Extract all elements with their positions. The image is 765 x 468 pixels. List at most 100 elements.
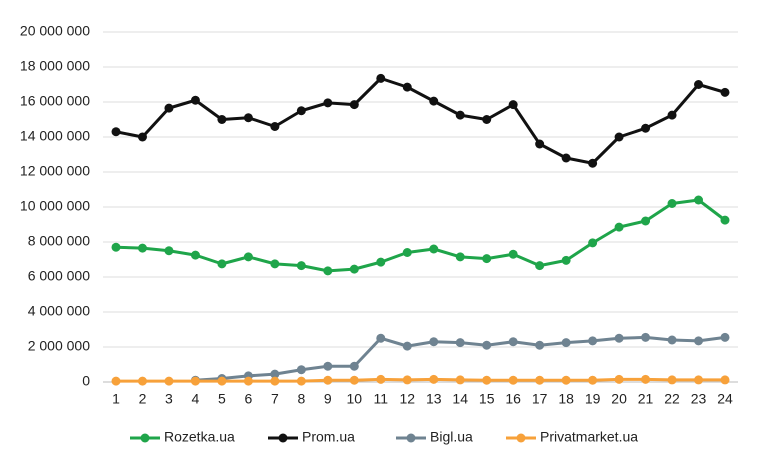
y-tick-label: 16 000 000: [20, 93, 90, 109]
x-tick-label: 12: [399, 391, 415, 407]
data-point: [243, 252, 253, 262]
legend-label: Prom.ua: [302, 429, 355, 445]
x-tick-label: 4: [192, 391, 200, 407]
x-tick-label: 9: [324, 391, 332, 407]
data-point: [402, 248, 412, 257]
data-point: [588, 158, 598, 168]
legend-swatch: [516, 433, 526, 443]
data-point: [296, 261, 306, 271]
data-point: [323, 98, 333, 108]
data-point: [429, 374, 439, 384]
data-point: [482, 340, 492, 350]
data-point: [720, 87, 730, 97]
data-point: [667, 199, 677, 208]
y-tick-label: 4 000 000: [28, 303, 90, 319]
x-tick-label: 3: [165, 391, 173, 407]
data-point: [588, 375, 598, 385]
x-tick-label: 16: [505, 391, 521, 407]
x-tick-label: 2: [139, 391, 147, 407]
data-point: [323, 361, 333, 371]
data-point: [482, 115, 492, 124]
data-point: [349, 375, 359, 385]
data-point: [164, 246, 174, 256]
data-point: [720, 375, 730, 385]
data-point: [508, 100, 518, 110]
y-tick-label: 2 000 000: [28, 338, 90, 354]
y-tick-label: 18 000 000: [20, 58, 90, 74]
data-point: [561, 153, 571, 163]
x-tick-label: 22: [664, 391, 680, 407]
data-point: [376, 374, 386, 384]
legend-swatch: [406, 433, 416, 443]
data-point: [482, 375, 492, 385]
y-tick-label: 14 000 000: [20, 128, 90, 144]
data-point: [402, 375, 412, 385]
data-point: [137, 132, 147, 142]
data-point: [217, 115, 227, 124]
data-point: [694, 336, 704, 346]
x-tick-label: 11: [374, 391, 389, 407]
data-point: [111, 376, 121, 386]
data-point: [429, 96, 439, 106]
data-point: [243, 113, 253, 123]
x-tick-label: 1: [112, 391, 120, 407]
data-point: [588, 336, 598, 346]
data-point: [455, 110, 465, 120]
x-tick-label: 13: [426, 391, 442, 407]
data-point: [667, 335, 677, 345]
data-point: [376, 333, 386, 343]
series-line: [115, 198, 726, 273]
data-point: [694, 195, 704, 205]
x-tick-label: 15: [479, 391, 495, 407]
data-point: [164, 376, 174, 386]
data-point: [349, 361, 359, 371]
data-point: [482, 254, 492, 264]
data-point: [323, 375, 333, 385]
x-tick-label: 21: [638, 391, 654, 407]
data-point: [508, 375, 518, 385]
data-point: [561, 375, 571, 385]
data-point: [455, 375, 465, 385]
data-point: [641, 123, 651, 133]
data-point: [376, 257, 386, 267]
data-point: [720, 215, 730, 225]
data-point: [720, 332, 730, 342]
y-tick-label: 12 000 000: [20, 163, 90, 179]
x-tick-label: 14: [452, 391, 468, 407]
data-point: [455, 338, 465, 348]
data-point: [349, 264, 359, 274]
data-point: [217, 376, 227, 386]
y-tick-label: 8 000 000: [28, 233, 90, 249]
series-line: [116, 377, 725, 383]
y-tick-label: 20 000 000: [20, 23, 90, 39]
data-point: [614, 222, 624, 232]
data-point: [164, 103, 174, 113]
data-point: [296, 376, 306, 386]
data-point: [667, 110, 677, 120]
data-point: [217, 259, 227, 269]
data-point: [694, 80, 704, 89]
data-point: [508, 337, 518, 347]
x-tick-label: 8: [297, 391, 305, 407]
data-point: [535, 139, 545, 149]
data-point: [270, 122, 280, 131]
data-point: [111, 242, 121, 252]
y-tick-label: 0: [82, 373, 90, 389]
data-point: [614, 333, 624, 343]
x-tick-label: 7: [271, 391, 279, 407]
x-tick-label: 18: [558, 391, 574, 407]
data-point: [561, 255, 571, 265]
data-point: [190, 250, 200, 260]
data-point: [296, 365, 306, 375]
data-point: [349, 100, 359, 110]
data-point: [588, 238, 598, 248]
data-point: [137, 376, 147, 386]
data-point: [190, 376, 200, 386]
data-point: [323, 266, 333, 276]
data-point: [270, 259, 280, 269]
data-point: [535, 340, 545, 350]
x-tick-label: 6: [244, 391, 252, 407]
legend-label: Bigl.ua: [430, 429, 473, 445]
data-point: [429, 244, 439, 254]
